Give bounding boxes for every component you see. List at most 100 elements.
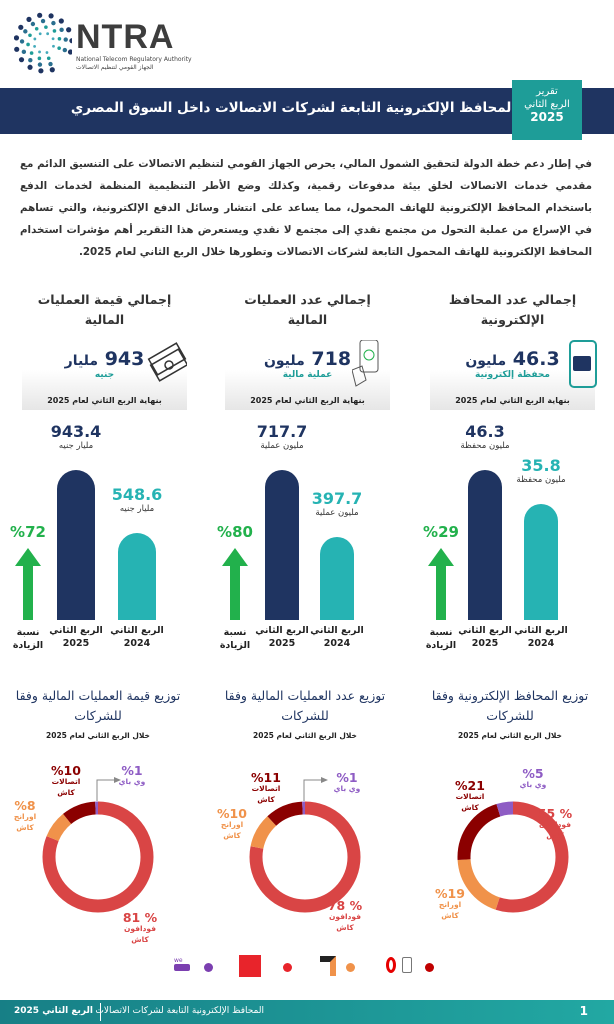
kpi-footer: بنهاية الربع الثاني لعام 2025 [455, 396, 570, 405]
footer-period: الربع الثاني 2025 [14, 1006, 93, 1016]
donut-label: % 78 فودافون كاش [315, 898, 375, 933]
logo-dot [38, 32, 42, 36]
kpi-number: 943 [104, 348, 145, 370]
kpi-unit: عملية مالية [282, 370, 333, 380]
logo-dot [37, 62, 43, 67]
bar-unit: مليون عملية [260, 441, 304, 451]
bar-value-label: 397.7 مليون عملية [290, 489, 384, 518]
tab-label: تقرير [536, 86, 558, 97]
logo-dot [21, 49, 27, 55]
slice-name: فودافون كاش [328, 912, 362, 932]
kpi-box [225, 370, 390, 410]
logo-dot [45, 51, 49, 54]
donut-slice [457, 801, 569, 913]
slice-percent: % 81 [122, 910, 158, 925]
slice-name: اتصالات كاش [455, 792, 485, 812]
increase-percent: %29 [423, 523, 459, 541]
slice-percent: %19 [435, 886, 465, 901]
kpi-footer: بنهاية الربع الثاني لعام 2025 [250, 396, 365, 405]
bar-category: الربع الثاني 2024 [310, 625, 364, 649]
bar-2024 [524, 504, 558, 620]
logo-dot [18, 57, 25, 63]
vodafone-cash-logo-icon [402, 957, 412, 973]
logo-dot [34, 26, 39, 31]
slice-name: اورانج كاش [220, 820, 244, 840]
footer-bar: 1 المحافظ الإلكترونية التابعة لشركات الا… [0, 1000, 614, 1024]
report-tab: تقرير الربع الثاني 2025 [512, 80, 582, 140]
logo-dot [29, 51, 34, 55]
donut-label: %10 اورانج كاش [202, 806, 262, 841]
logo-dot [59, 27, 64, 33]
donut-title: توزيع المحافظ الإلكترونية وفقا للشركات [431, 688, 589, 723]
bar-value: 717.7 [256, 422, 308, 441]
donut-label: %1 وي باي [102, 763, 162, 787]
donut-label: % 81 فودافون كاش [110, 910, 170, 945]
slice-name: اتصالات كاش [251, 784, 281, 804]
bar-category: الربع الثاني 2025 [255, 625, 309, 649]
kpi-number: 46.3 [512, 348, 560, 370]
logo-dot [27, 64, 33, 70]
legend-dot-we-pay [204, 963, 213, 972]
slice-percent: %1 [121, 763, 143, 778]
logo-dot [44, 25, 48, 29]
bar-2025 [468, 470, 502, 620]
donut-subtitle: خلال الربع الثاني لعام 2025 [46, 731, 150, 740]
logo-dot [67, 49, 72, 55]
logo-dot [37, 12, 43, 18]
increase-arrow-icon [15, 548, 41, 620]
logo-dots-icon [14, 12, 72, 74]
bar-value-label: 943.4 مليار جنيه [27, 422, 125, 451]
kpi-title: إجمالي قيمة العمليات المالية [37, 292, 172, 327]
bar-value-label: 35.8 مليون محفظة [494, 456, 588, 485]
bar-unit: مليون عملية [315, 507, 359, 518]
logo-dot [18, 24, 24, 30]
callout-arrow-icon [303, 777, 328, 801]
increase-label: نسبة الزيادة [12, 627, 44, 651]
bar-value: 35.8 [521, 456, 561, 476]
kpi-card: إجمالي عدد المحافظ الإلكترونية 46.3 مليو… [430, 290, 595, 410]
logo-dot [26, 42, 30, 47]
kpi-unit: محفظة إلكترونية [475, 370, 550, 380]
increase-percent: %72 [10, 523, 46, 541]
bar-2025 [265, 470, 299, 620]
donut-label: % 55 فودافون كاش [525, 807, 585, 841]
logo-dot [38, 50, 41, 54]
logo-dot [51, 20, 56, 26]
slice-name: فودافون كاش [123, 924, 157, 944]
bar-unit: مليار جنيه [119, 503, 155, 514]
logo-dot [57, 46, 61, 50]
bar-value: 397.7 [311, 488, 363, 508]
kpi-box [430, 370, 595, 410]
page-title: المحافظ الإلكترونية التابعة لشركات الاتص… [70, 100, 516, 116]
slice-percent: %10 [51, 763, 81, 778]
donut-chart [42, 801, 154, 913]
logo-dot [48, 13, 54, 19]
bar-value-label: 548.6 مليار جنيه [88, 485, 186, 514]
vodafone-logo-icon [386, 957, 396, 973]
logo-dot [52, 29, 57, 33]
logo-dot [40, 18, 46, 24]
slice-name: اتصالات كاش [51, 777, 81, 797]
donut-slice [457, 801, 569, 913]
legend-dot-orange [346, 963, 355, 972]
donut-subtitle: خلال الربع الثاني لعام 2025 [253, 731, 357, 740]
bar-2024 [320, 536, 354, 620]
slice-percent: %8 [14, 798, 36, 813]
slice-percent: %10 [217, 806, 247, 821]
kpi-value: 46.3 مليون [430, 348, 595, 370]
kpi-box [22, 370, 187, 410]
wallet-phone-icon [569, 340, 597, 388]
increase-label: نسبة الزيادة [219, 627, 251, 651]
slice-name: اورانج كاش [438, 900, 462, 920]
bar-value: 46.3 [465, 422, 505, 441]
donut-label: %1 وي باي [317, 771, 377, 794]
logo-dot [19, 39, 25, 44]
kpi-card: إجمالي قيمة العمليات المالية 943 مليار ج… [22, 290, 187, 410]
logo-dot [51, 37, 55, 41]
logo-dot [28, 33, 32, 38]
logo-dot [46, 56, 51, 61]
donut-title: توزيع قيمة العمليات المالية وفقا للشركات [15, 688, 181, 723]
bar-category: الربع الثاني 2024 [514, 625, 568, 649]
footer-divider [100, 1003, 101, 1021]
slice-percent: % 78 [327, 898, 363, 913]
